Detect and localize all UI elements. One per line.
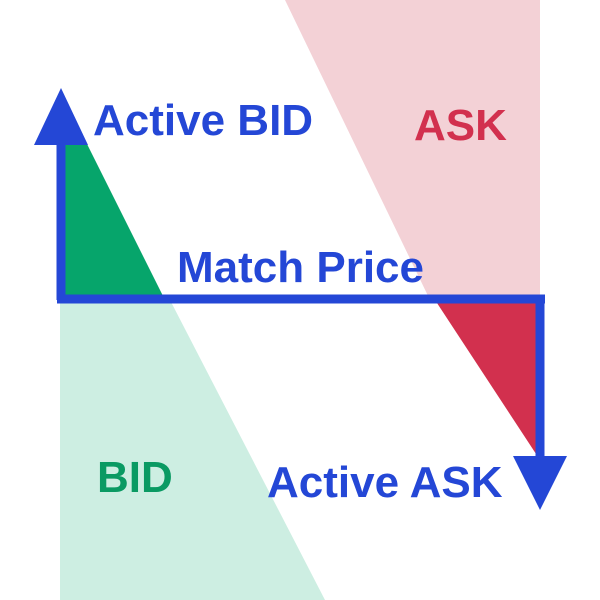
ask-label: ASK [414, 101, 507, 150]
active-ask-label: Active ASK [267, 458, 503, 507]
active-bid-zone [60, 140, 165, 300]
bid-zone [60, 300, 325, 600]
ask-zone [285, 0, 540, 300]
bid-label: BID [97, 453, 173, 502]
bid-arrow-head-icon [34, 88, 88, 145]
active-ask-zone [435, 300, 540, 460]
active-bid-label: Active BID [93, 96, 313, 145]
ask-arrow-head-icon [513, 456, 567, 510]
match-price-label: Match Price [177, 243, 424, 292]
